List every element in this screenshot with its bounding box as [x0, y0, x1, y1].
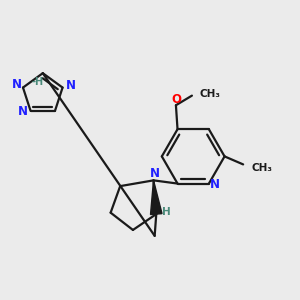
Text: N: N [66, 80, 76, 92]
Text: CH₃: CH₃ [200, 89, 221, 99]
Text: N: N [210, 178, 220, 191]
Text: N: N [18, 105, 28, 118]
Text: O: O [171, 93, 181, 106]
Text: N: N [12, 78, 22, 91]
Polygon shape [151, 180, 162, 214]
Text: -H: -H [31, 77, 43, 87]
Text: N: N [150, 167, 160, 181]
Text: H: H [162, 208, 171, 218]
Text: CH₃: CH₃ [251, 163, 272, 172]
